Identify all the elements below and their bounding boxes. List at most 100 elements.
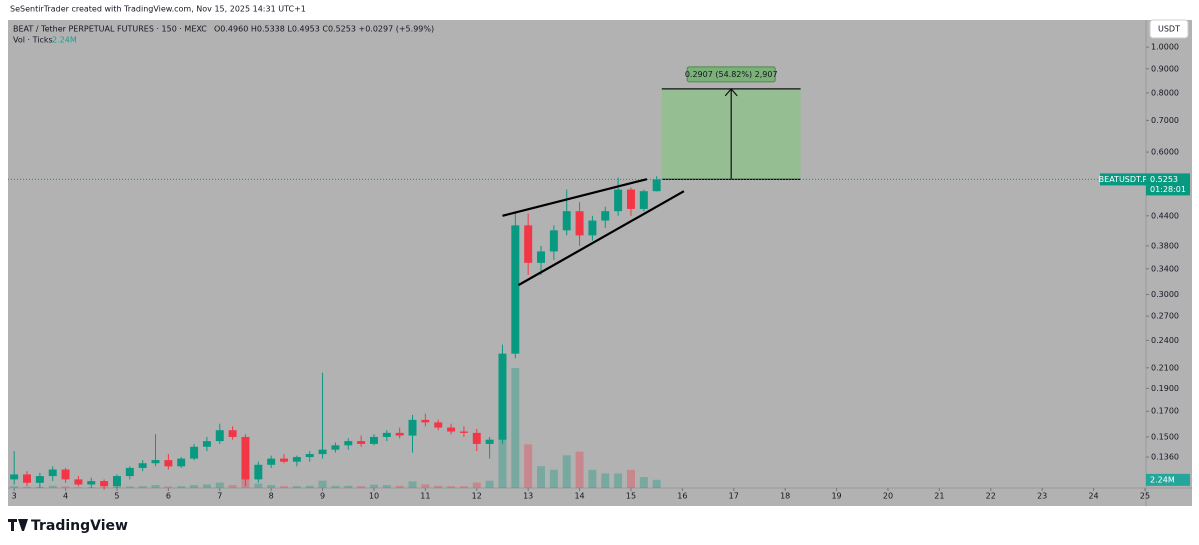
candle-body	[125, 467, 134, 477]
candle-body	[639, 191, 648, 209]
candle-body	[215, 430, 224, 442]
volume-bar	[151, 485, 160, 488]
volume-bar	[61, 486, 70, 488]
y-tick-label: 0.9000	[1151, 64, 1179, 73]
currency[interactable]: USDT	[1158, 25, 1180, 34]
volume-bar	[177, 486, 186, 488]
volume-bar	[292, 486, 301, 488]
volume-badge	[1146, 473, 1190, 486]
candle-body	[241, 436, 250, 480]
y-tick-label: 0.3000	[1151, 290, 1179, 299]
candle-body	[472, 432, 481, 444]
candle-body	[138, 463, 147, 468]
volume-bar	[228, 485, 237, 488]
volume-bar	[434, 485, 443, 488]
candle-body	[434, 422, 443, 428]
candle-body	[601, 211, 610, 221]
candle-body	[652, 179, 661, 192]
volume-bar	[382, 485, 391, 488]
volume-bar	[562, 455, 571, 488]
x-tick-label: 16	[677, 492, 687, 501]
volume-bar	[549, 469, 558, 488]
candle-body	[588, 220, 597, 236]
candle-body	[447, 427, 456, 432]
volume-bar	[601, 473, 610, 488]
candle-body	[61, 469, 70, 480]
volume-bar	[74, 487, 83, 488]
candle-body	[395, 432, 404, 436]
price-badge	[1146, 173, 1190, 196]
candle-body	[537, 251, 546, 263]
candle-body	[280, 458, 289, 462]
volume-bar	[318, 480, 327, 488]
x-tick-label: 11	[420, 492, 430, 501]
volume-bar	[254, 483, 263, 488]
volume-title: Vol · Ticks	[13, 36, 53, 45]
volume-bar	[23, 486, 32, 488]
y-tick-label: 0.1500	[1151, 432, 1179, 441]
ohlc-line: O0.4960 H0.5338 L0.4953 C0.5253 +0.0297 …	[214, 25, 434, 34]
volume-bar	[164, 486, 173, 488]
volume-bar	[588, 469, 597, 488]
x-tick-label: 9	[320, 492, 325, 501]
volume-bar	[125, 486, 134, 488]
volume-bar	[190, 485, 199, 488]
candle-body	[292, 457, 301, 462]
x-tick-label: 18	[780, 492, 790, 501]
currency-box[interactable]	[1149, 19, 1189, 39]
candle-body	[614, 189, 623, 212]
x-tick-label: 22	[986, 492, 996, 501]
x-tick-label: 21	[934, 492, 944, 501]
volume-bar	[614, 473, 623, 488]
candle-body	[10, 474, 19, 480]
candle-body	[305, 454, 314, 458]
brand: TradingView	[31, 518, 128, 534]
candle-body	[408, 419, 417, 436]
candle-body	[202, 441, 211, 447]
x-tick-label: 7	[217, 492, 222, 501]
x-tick-label: 23	[1037, 492, 1047, 501]
volume-bar	[369, 484, 378, 488]
y-tick-label: 0.1360	[1151, 453, 1179, 462]
brand-logo	[8, 519, 28, 531]
candle-body	[190, 446, 199, 459]
candle-body	[177, 458, 186, 467]
candle-body	[626, 189, 635, 209]
x-tick-label: 8	[269, 492, 274, 501]
candle-body	[357, 441, 366, 444]
candle-body	[100, 481, 109, 487]
volume-bar	[357, 486, 366, 488]
candle-body	[254, 464, 263, 480]
chart-background	[8, 20, 1192, 506]
x-tick-label: 19	[831, 492, 841, 501]
volume-bar	[472, 482, 481, 488]
credit: SeSentirTrader created with TradingView.…	[10, 5, 306, 14]
volume-bar	[485, 480, 494, 488]
y-tick-label: 0.7000	[1151, 116, 1179, 125]
trendline	[502, 178, 648, 217]
x-tick-label: 25	[1140, 492, 1150, 501]
volume-bar	[408, 481, 417, 488]
volume-bar	[447, 486, 456, 488]
volume-bar	[421, 484, 430, 488]
candle-body	[331, 445, 340, 450]
candle-body	[524, 225, 533, 263]
x-tick-label: 10	[369, 492, 379, 501]
candle-body	[74, 479, 83, 485]
x-tick-label: 12	[472, 492, 482, 501]
volume-bar	[575, 451, 584, 488]
y-tick-label: 0.2400	[1151, 336, 1179, 345]
trendline	[517, 190, 685, 287]
price-badge-label: 0.5253	[1150, 175, 1178, 184]
volume-bar	[537, 466, 546, 488]
candle-body	[151, 460, 160, 464]
volume-bar	[215, 482, 224, 488]
candle-body	[48, 469, 57, 477]
y-tick-label: 0.3800	[1151, 241, 1179, 250]
x-tick-label: 13	[523, 492, 533, 501]
candle-body	[23, 474, 32, 483]
volume-bar	[652, 479, 661, 488]
candle-body	[164, 460, 173, 467]
